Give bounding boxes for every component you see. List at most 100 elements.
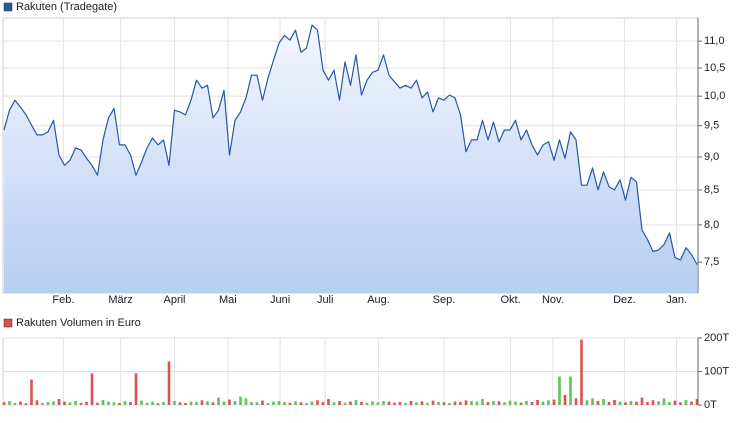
y-tick-label: 9,0 [704,151,719,163]
volume-bar [338,401,341,405]
volume-bar [365,403,369,405]
volume-bar [662,398,666,405]
volume-bar [481,399,484,405]
volume-bar [79,403,83,405]
volume-bar [613,400,616,405]
volume-bar [129,402,132,405]
volume-bar [514,401,517,405]
volume-bar [580,339,583,405]
volume-bar [239,396,242,405]
y-tick-label: 8,5 [704,184,719,196]
volume-bar [123,401,127,405]
volume-bar [393,402,396,405]
volume-bar [657,401,660,405]
volume-bar [63,401,66,405]
x-tick-label: Mai [219,294,237,306]
volume-bar [404,403,407,405]
volume-bar [519,402,523,405]
volume-bar [13,403,17,405]
volume-bar [316,400,319,405]
volume-bar [195,402,198,405]
volume-bar [398,402,402,405]
volume-bar [255,402,259,405]
volume-bar [376,402,380,405]
legend-label: Rakuten (Tradegate) [16,1,117,13]
volume-bar [629,401,633,405]
volume-bar [173,401,176,405]
volume-bar [332,402,336,405]
volume-bar [112,402,116,405]
volume-bar [668,402,671,405]
volume-bar [640,397,644,405]
volume-bar [57,399,61,405]
volume-bar [536,400,539,405]
volume-bar [24,403,28,405]
volume-bar [305,403,308,405]
volume-bar [475,401,479,405]
volume-bar [585,400,589,405]
volume-bar [283,402,286,405]
price-line [3,24,698,265]
volume-bar [156,403,160,405]
x-tick-label: Okt. [500,294,520,306]
volume-bar [272,401,275,405]
volume-bar [184,403,187,405]
y-tick-label: 0T [704,399,717,411]
legend-swatch [3,2,13,12]
volume-bar [288,402,292,405]
volume-bar [426,402,429,405]
volume-bar [228,399,231,405]
volume-bar [151,401,154,405]
volume-bar [558,376,561,405]
volume-bar [167,361,171,405]
x-tick-label: Feb. [52,294,74,306]
volume-bar [618,401,622,405]
volume-bar [508,400,512,405]
volume-bar [266,403,270,405]
x-tick-label: Aug. [367,294,390,306]
volume-bar [646,402,649,405]
volume-bar [30,379,33,405]
volume-bar [547,400,550,405]
x-tick-label: Juli [317,294,334,306]
volume-bar [420,401,424,405]
volume-bar [261,400,264,405]
volume-bar [41,403,44,405]
volume-bar [217,397,220,405]
y-tick-label: 200T [704,332,729,344]
y-tick-label: 100T [704,365,729,377]
volume-bar [569,376,572,405]
volume-bar [118,403,121,405]
volume-bar [503,402,506,405]
volume-bar [85,402,88,405]
y-tick-label: 8,0 [704,219,719,231]
volume-bar [145,402,149,405]
volume-bar [134,373,138,405]
volume-bar [107,401,110,405]
volume-bar [52,401,55,405]
volume-bar [448,403,451,405]
legend-label: Rakuten Volumen in Euro [16,317,141,329]
volume-bar [178,402,182,405]
volume-bar [684,400,688,405]
area [4,25,697,293]
volume-bar [35,400,39,405]
volume-bar [695,399,699,405]
volume-bar [409,401,413,405]
volume-bar [431,400,435,405]
volume-bar [349,401,352,405]
volume-bar [382,401,385,405]
volume-bar [8,401,11,405]
volume-bar [596,401,600,405]
y-tick-label: 7,5 [704,256,719,268]
volume-bar [222,401,226,405]
x-tick-label: Dez. [613,294,636,306]
legend-swatch [3,318,13,328]
y-tick-label: 10,0 [704,90,725,102]
volume-bar [453,401,457,405]
x-tick-label: Jan. [666,294,687,306]
volume-bar [464,400,468,405]
volume-bar [343,402,347,405]
